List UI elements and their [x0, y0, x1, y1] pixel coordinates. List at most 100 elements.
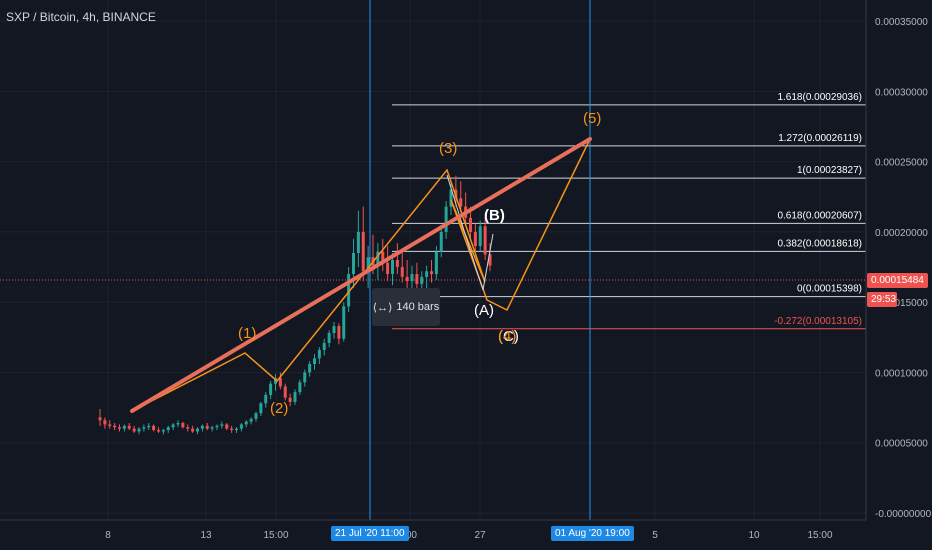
- candle-body: [191, 428, 195, 432]
- candle-body: [444, 206, 448, 232]
- date-tag-jul21: 21 Jul '20 11:00: [331, 526, 409, 541]
- candle-body: [127, 425, 131, 429]
- bars-count-label: 140 bars: [396, 301, 440, 313]
- candle-body: [317, 349, 321, 359]
- candle-body: [249, 418, 253, 422]
- current-price-tag: 0.00015484: [867, 273, 928, 288]
- candle-body: [483, 226, 487, 255]
- candle-body: [215, 425, 219, 428]
- candle-body: [313, 358, 316, 364]
- candle-body: [459, 198, 463, 207]
- x-tick-label: :00: [403, 530, 417, 541]
- candle-body: [425, 271, 429, 277]
- candle-body: [142, 427, 146, 429]
- candle-body: [293, 392, 297, 402]
- trendline: [130, 137, 592, 413]
- fib-level-label: 1(0.00023827): [797, 165, 862, 176]
- candle-body: [274, 378, 277, 384]
- y-tick-label: 0.00035000: [875, 17, 928, 28]
- candle-body: [244, 421, 248, 425]
- candlestick-series: [98, 175, 492, 435]
- y-tick-label: 0.00015000: [875, 298, 928, 309]
- fib-level-label: 0(0.00015398): [797, 284, 862, 295]
- date-tag-aug01: 01 Aug '20 19:00: [551, 526, 634, 541]
- x-tick-label: 27: [474, 530, 486, 541]
- candle-body: [298, 382, 302, 393]
- fibonacci-levels: 1.618(0.00029036) 1.272(0.00026119) 1(0.00…: [392, 92, 866, 330]
- candle-body: [366, 257, 370, 272]
- y-tick-label: -0.00000000: [875, 509, 932, 520]
- candle-body: [259, 403, 263, 414]
- candle-body: [337, 326, 341, 339]
- candle-body: [239, 424, 243, 429]
- candle-body: [434, 251, 438, 275]
- candle-body: [137, 428, 141, 432]
- candle-body: [181, 423, 185, 428]
- elliott-wave-labels: (1) (2) (3) (5) (A) (B) (C) (4): [238, 110, 601, 417]
- candle-body: [322, 342, 326, 350]
- candle-body: [308, 364, 312, 373]
- candle-body: [118, 427, 121, 429]
- range-arrows-icon: ⟨↔⟩: [372, 301, 393, 314]
- y-tick-label: 0.00010000: [875, 368, 928, 379]
- wave-label-c: (C): [498, 328, 519, 345]
- x-tick-label: 15:00: [807, 530, 832, 541]
- candle-body: [361, 231, 365, 272]
- candle-body: [347, 274, 351, 307]
- fib-level-label: 1.618(0.00029036): [777, 92, 862, 103]
- candle-body: [473, 231, 477, 246]
- x-tick-label: 5: [652, 530, 658, 541]
- y-tick-label: 0.00005000: [875, 439, 928, 450]
- x-tick-label: 15:00: [263, 530, 288, 541]
- wave-label-3: (3): [439, 140, 457, 157]
- candle-body: [430, 271, 433, 275]
- wave-label-4: (4): [498, 328, 516, 345]
- candle-body: [147, 425, 151, 428]
- price-axis: 0.00035000 0.00030000 0.00025000 0.00020000…: [875, 17, 932, 520]
- candle-body: [439, 231, 443, 252]
- candle-body: [420, 276, 424, 284]
- candle-body: [152, 425, 156, 431]
- candle-body: [400, 267, 404, 277]
- candle-body: [196, 428, 199, 432]
- candle-body: [449, 189, 453, 207]
- candle-body: [356, 231, 360, 253]
- candle-body: [210, 427, 214, 429]
- candle-body: [108, 424, 112, 426]
- candle-body: [176, 423, 180, 425]
- y-tick-label: 0.00030000: [875, 87, 928, 98]
- candle-body: [132, 428, 136, 432]
- wave-label-2: (2): [270, 400, 288, 417]
- y-tick-label: 0.00025000: [875, 158, 928, 169]
- candle-body: [171, 424, 175, 428]
- candle-body: [225, 424, 229, 429]
- y-tick-label: 0.00020000: [875, 228, 928, 239]
- fib-level-label: 0.618(0.00020607): [777, 210, 862, 221]
- candle-body: [161, 430, 165, 432]
- candle-body: [103, 420, 107, 425]
- candle-body: [332, 326, 336, 334]
- candle-body: [254, 413, 258, 419]
- candle-body: [488, 254, 492, 266]
- candle-body: [269, 383, 273, 395]
- x-tick-label: 13: [200, 530, 212, 541]
- fib-level-label: -0.272(0.00013105): [774, 316, 862, 327]
- candle-body: [410, 274, 414, 282]
- candle-body: [395, 260, 399, 268]
- candle-body: [469, 217, 472, 232]
- fib-level-label: 0.382(0.00018618): [777, 238, 862, 249]
- x-tick-label: 8: [105, 530, 111, 541]
- candle-body: [264, 394, 268, 404]
- candle-body: [376, 251, 380, 266]
- time-axis: 8 13 15:00:00 27 5 10 15:00: [105, 530, 833, 541]
- candle-body: [98, 417, 102, 421]
- candle-body: [230, 428, 234, 431]
- candle-body: [405, 276, 409, 282]
- candle-body: [381, 251, 385, 263]
- candle-body: [186, 427, 190, 429]
- wave-label-5: (5): [583, 110, 601, 127]
- candle-body: [205, 425, 209, 429]
- orange-wave-path: [131, 138, 591, 412]
- fib-level-label: 1.272(0.00026119): [778, 133, 862, 144]
